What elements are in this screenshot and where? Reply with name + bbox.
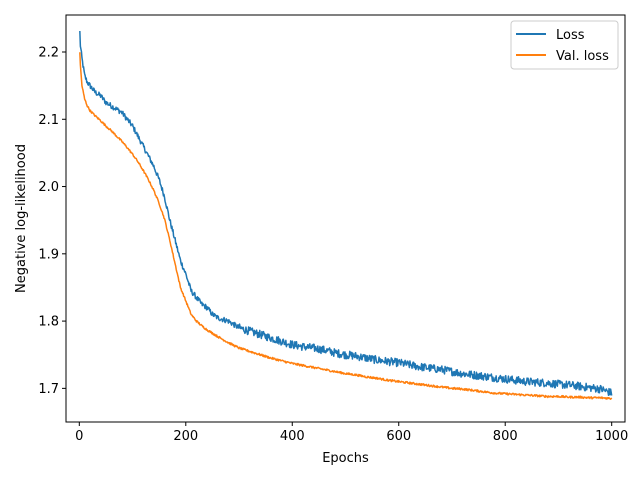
legend: Loss Val. loss bbox=[510, 20, 619, 70]
y-tick-label: 2.1 bbox=[38, 113, 59, 128]
y-tick-label: 1.8 bbox=[38, 315, 59, 330]
series-line-loss bbox=[79, 30, 613, 397]
axes-frame bbox=[65, 14, 626, 423]
x-tick-label: 600 bbox=[386, 429, 411, 444]
x-axis-label: Epochs bbox=[322, 451, 369, 466]
y-tick-label: 1.9 bbox=[38, 247, 59, 262]
y-tick-label: 2.2 bbox=[38, 46, 59, 61]
y-axis-label: Negative log-likelihood bbox=[14, 144, 29, 293]
x-tick-label: 1000 bbox=[595, 429, 628, 444]
y-tick-label: 1.7 bbox=[38, 382, 59, 397]
x-tick-label: 0 bbox=[75, 429, 83, 444]
x-tick-label: 800 bbox=[493, 429, 518, 444]
x-tick-label: 200 bbox=[173, 429, 198, 444]
plot-area bbox=[79, 30, 613, 400]
x-tick-label: 400 bbox=[280, 429, 305, 444]
x-axis-ticks: 0 200 400 600 800 1000 bbox=[75, 422, 628, 444]
legend-label-val-loss: Val. loss bbox=[556, 49, 609, 64]
y-axis-ticks: 1.7 1.8 1.9 2.0 2.1 2.2 bbox=[38, 46, 66, 397]
legend-label-loss: Loss bbox=[556, 28, 585, 43]
series-line-val-loss bbox=[79, 52, 613, 400]
y-tick-label: 2.0 bbox=[38, 180, 59, 195]
